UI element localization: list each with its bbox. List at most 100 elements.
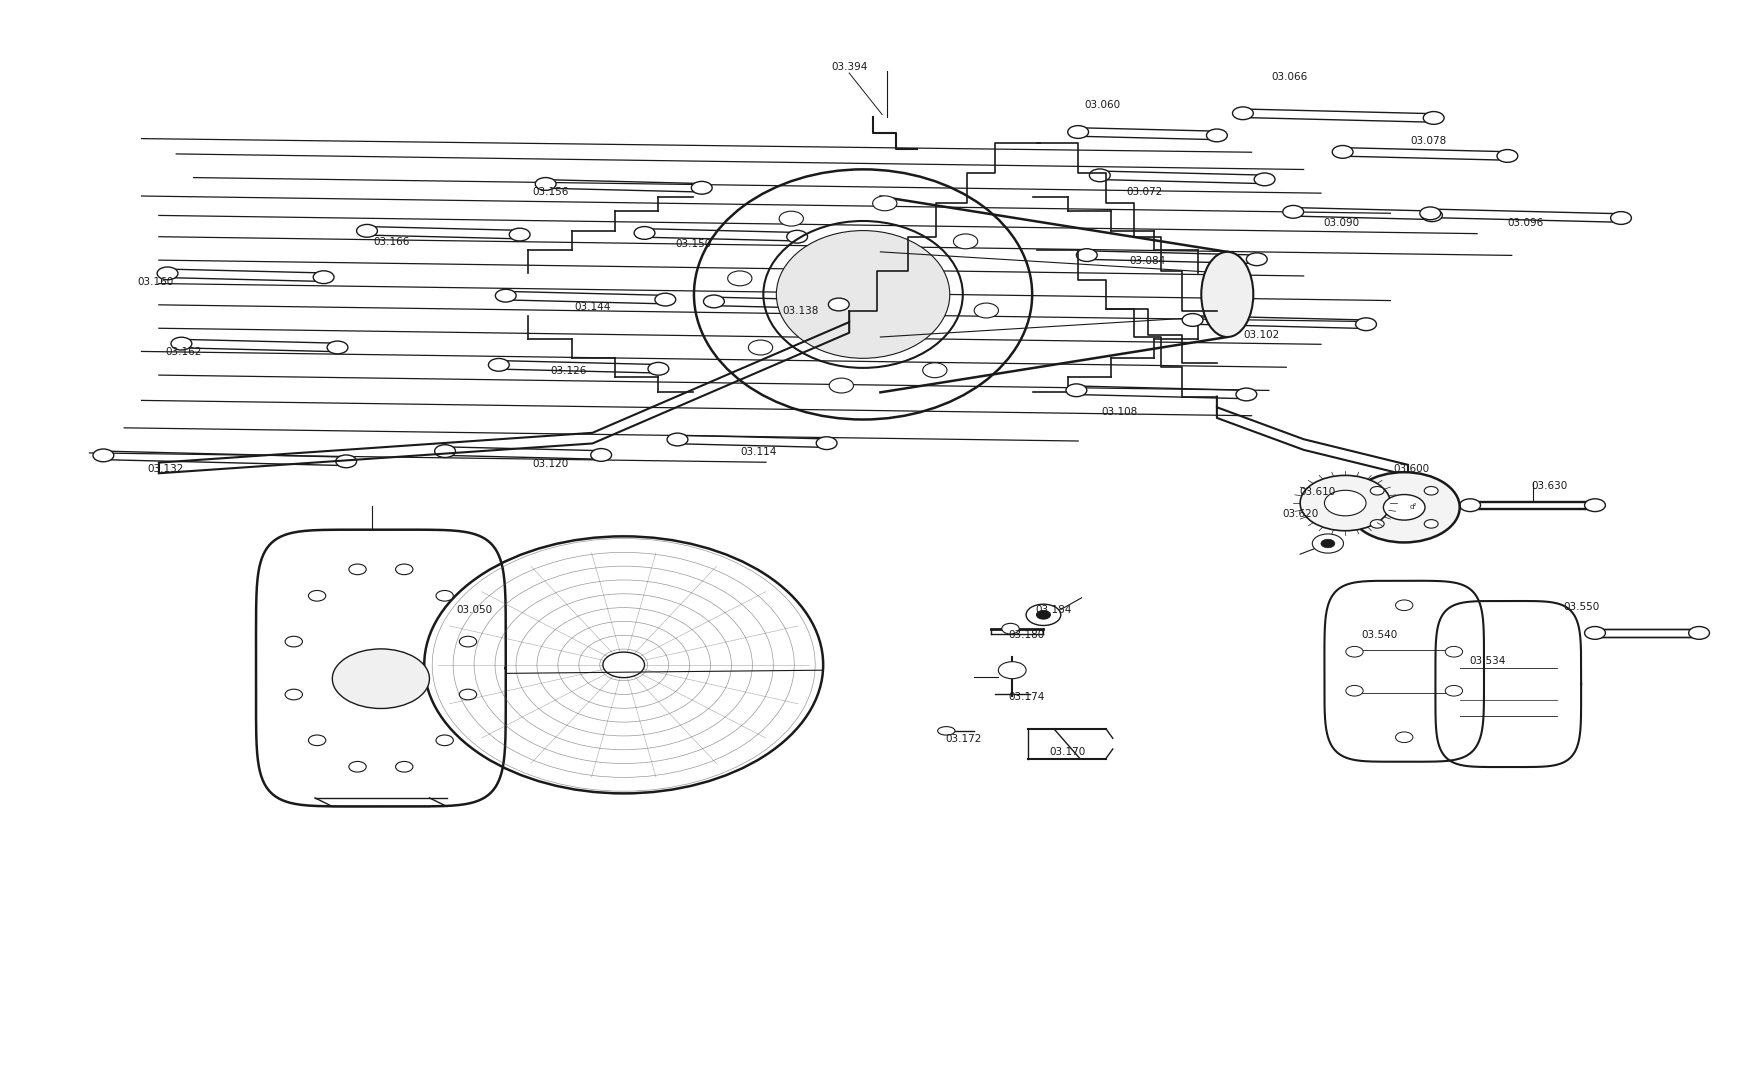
Circle shape (1445, 646, 1462, 657)
Circle shape (1323, 490, 1365, 516)
Circle shape (285, 637, 303, 647)
Text: 03.630: 03.630 (1530, 482, 1567, 491)
Text: 03.126: 03.126 (550, 366, 586, 376)
Circle shape (654, 293, 675, 306)
Ellipse shape (776, 230, 949, 358)
Circle shape (1383, 494, 1424, 520)
Circle shape (1320, 539, 1334, 548)
Circle shape (727, 271, 751, 286)
Text: 03.066: 03.066 (1271, 73, 1308, 82)
Text: 03.102: 03.102 (1243, 330, 1280, 340)
Text: 03.550: 03.550 (1562, 602, 1598, 612)
Circle shape (356, 225, 377, 238)
Circle shape (666, 433, 687, 446)
Text: d²: d² (1409, 504, 1416, 510)
Circle shape (1584, 499, 1605, 511)
Circle shape (922, 363, 946, 378)
Text: 03.090: 03.090 (1323, 218, 1360, 228)
Circle shape (830, 378, 852, 393)
Circle shape (828, 299, 849, 311)
Text: 03.084: 03.084 (1129, 257, 1165, 266)
Circle shape (1332, 146, 1353, 158)
Circle shape (1089, 169, 1109, 182)
Circle shape (308, 735, 325, 746)
Circle shape (327, 341, 348, 354)
Circle shape (496, 289, 516, 302)
Text: 03.108: 03.108 (1101, 407, 1137, 416)
Circle shape (510, 228, 530, 241)
Circle shape (308, 591, 325, 601)
Circle shape (536, 178, 556, 190)
Circle shape (459, 637, 476, 647)
Text: 03.156: 03.156 (532, 187, 569, 197)
Circle shape (1076, 248, 1097, 261)
Circle shape (602, 652, 643, 677)
Circle shape (170, 337, 191, 350)
Circle shape (395, 762, 412, 773)
Circle shape (332, 648, 430, 708)
Circle shape (1419, 207, 1440, 219)
Text: 03.162: 03.162 (165, 347, 202, 357)
Circle shape (1235, 388, 1256, 401)
Circle shape (1066, 384, 1087, 397)
Text: 03.184: 03.184 (1035, 605, 1071, 614)
Circle shape (1423, 111, 1443, 124)
Circle shape (748, 340, 772, 355)
Circle shape (1610, 212, 1631, 225)
Circle shape (1181, 314, 1202, 326)
Circle shape (1282, 205, 1303, 218)
Circle shape (1254, 173, 1275, 186)
Circle shape (1205, 129, 1226, 142)
Circle shape (1421, 209, 1442, 221)
Circle shape (435, 445, 456, 458)
Circle shape (1395, 600, 1412, 611)
Circle shape (1231, 107, 1252, 120)
Text: 03.600: 03.600 (1393, 464, 1428, 474)
Circle shape (1002, 624, 1019, 635)
Circle shape (313, 271, 334, 284)
Circle shape (1026, 605, 1061, 626)
Circle shape (285, 689, 303, 700)
Text: 03.050: 03.050 (456, 605, 492, 614)
Ellipse shape (937, 727, 955, 735)
Circle shape (591, 448, 610, 461)
Circle shape (786, 230, 807, 243)
Text: 03.114: 03.114 (741, 447, 777, 457)
Circle shape (1424, 487, 1438, 495)
Circle shape (647, 363, 668, 376)
Circle shape (350, 762, 365, 773)
Text: 03.144: 03.144 (574, 302, 610, 312)
Text: 03.174: 03.174 (1007, 692, 1043, 702)
Text: 03.172: 03.172 (944, 734, 981, 745)
Ellipse shape (1348, 472, 1459, 542)
Circle shape (633, 227, 654, 240)
Text: 03.078: 03.078 (1410, 136, 1445, 147)
Circle shape (336, 455, 356, 468)
Circle shape (703, 295, 723, 308)
Circle shape (998, 661, 1026, 678)
Circle shape (92, 449, 113, 462)
Circle shape (816, 437, 836, 449)
Text: 03.120: 03.120 (532, 459, 569, 469)
Circle shape (873, 196, 896, 211)
Ellipse shape (424, 536, 823, 793)
Text: 03.138: 03.138 (783, 306, 819, 317)
Text: 03.150: 03.150 (675, 240, 711, 249)
Circle shape (1687, 627, 1708, 639)
Circle shape (350, 564, 365, 575)
Circle shape (953, 234, 977, 249)
Text: 03.166: 03.166 (372, 238, 409, 247)
Circle shape (459, 689, 476, 700)
Text: 03.160: 03.160 (137, 277, 174, 287)
Circle shape (1355, 318, 1376, 331)
Circle shape (489, 358, 510, 371)
Circle shape (1344, 646, 1362, 657)
Circle shape (436, 735, 454, 746)
Text: 03.060: 03.060 (1083, 100, 1120, 110)
Text: 03.534: 03.534 (1468, 656, 1504, 666)
Circle shape (1445, 686, 1462, 697)
Circle shape (1245, 253, 1266, 265)
Circle shape (779, 211, 803, 226)
Circle shape (1584, 627, 1605, 639)
Ellipse shape (1200, 251, 1252, 337)
